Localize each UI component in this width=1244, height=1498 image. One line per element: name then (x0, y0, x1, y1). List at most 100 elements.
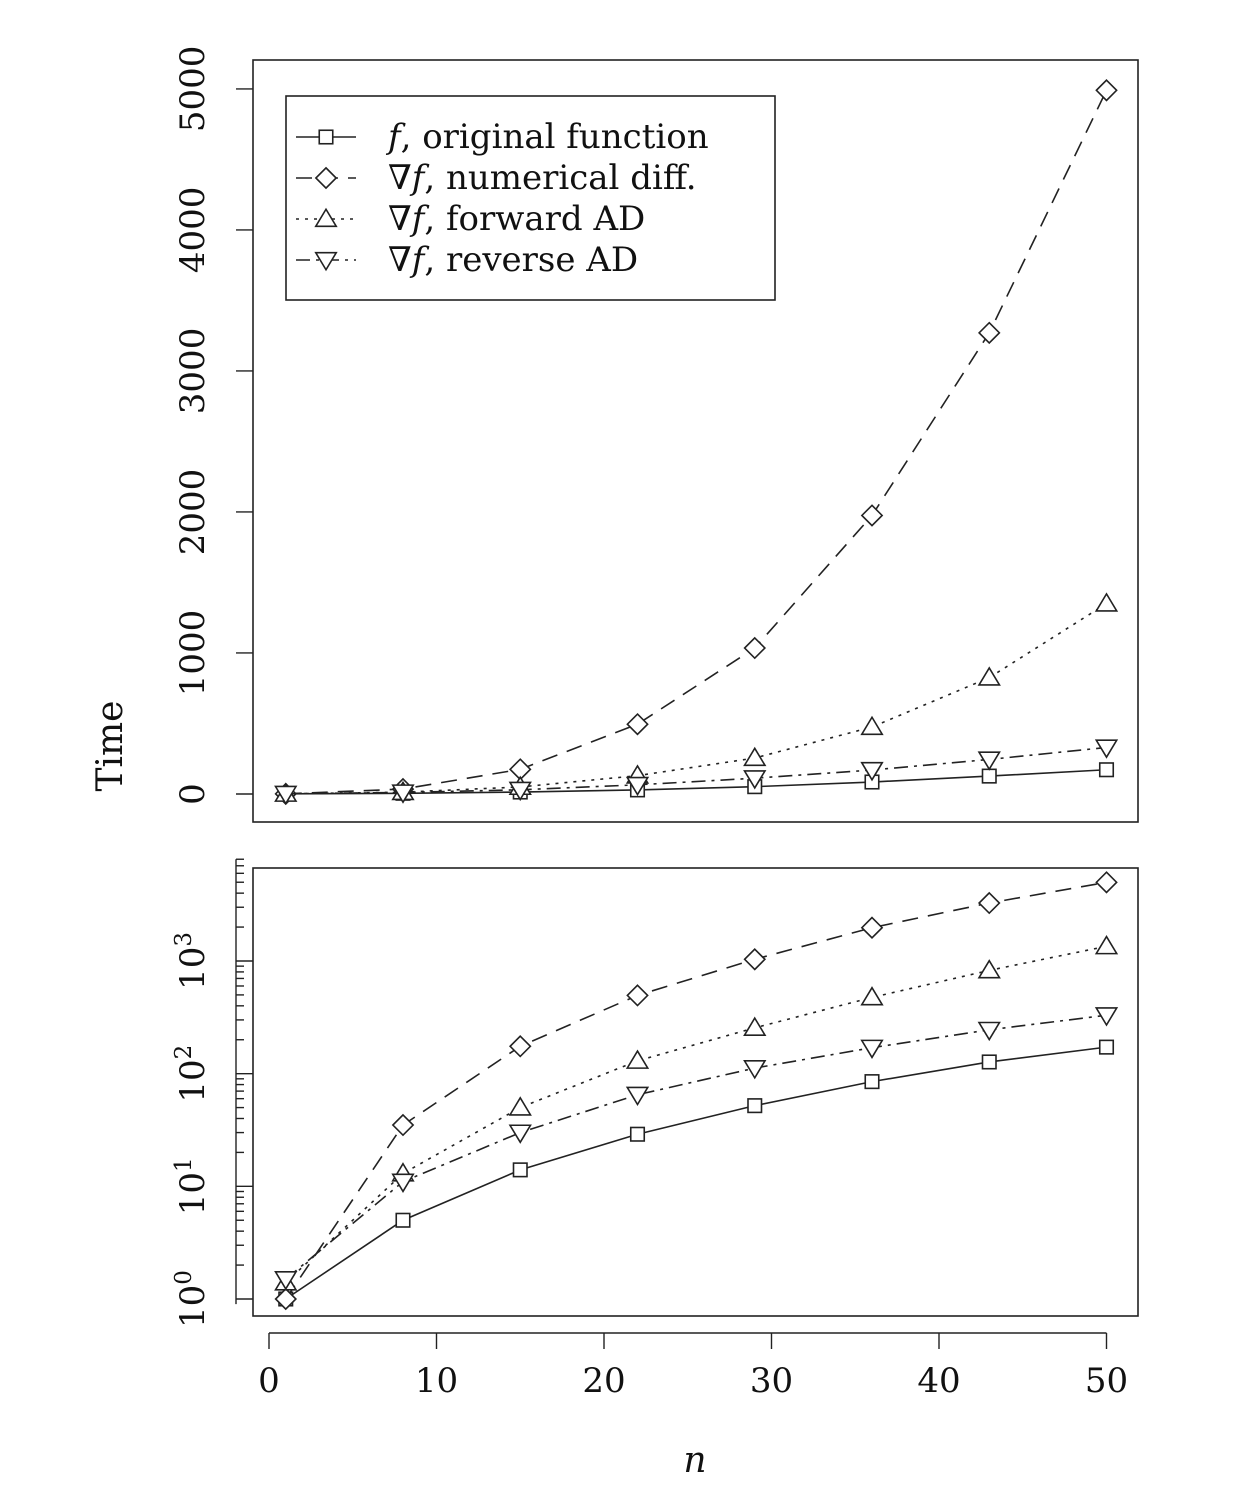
log-data-point (977, 959, 1001, 979)
log-panel: 100 101 102 103 0 10 20 30 40 50 (171, 858, 1139, 1401)
log-series-line (285, 945, 1107, 1284)
linear-plot-frame (252, 59, 1139, 823)
linear-data-point (860, 504, 884, 527)
linear-series-line (285, 746, 1107, 795)
log-series-1 (274, 871, 1118, 1311)
linear-panel: 0 1000 2000 3000 4000 5000 f, original functi… (173, 46, 1139, 823)
log-y-tick-label: 102 (171, 1045, 213, 1103)
log-data-point (1098, 1039, 1115, 1055)
linear-series (274, 79, 1119, 806)
linear-data-point (977, 321, 1001, 345)
linear-y-tick-label: 1000 (173, 610, 213, 697)
legend-entry: ∇f, numerical diff. (296, 158, 697, 198)
linear-data-point (508, 781, 532, 802)
linear-data-point (977, 751, 1001, 771)
linear-data-point (1098, 762, 1115, 778)
log-data-point (508, 1124, 532, 1144)
linear-y-tick-label: 4000 (173, 187, 213, 274)
x-tick-label: 20 (582, 1361, 625, 1401)
log-series (274, 871, 1119, 1311)
log-data-point (864, 1074, 880, 1090)
linear-series-line (285, 602, 1107, 795)
linear-data-point (1094, 739, 1119, 759)
legend-box (285, 95, 776, 301)
legend-label: f, original function (385, 117, 709, 157)
log-y-tick-label: 103 (171, 932, 213, 990)
linear-data-point (274, 785, 298, 806)
legend-marker (314, 166, 338, 190)
log-plot-frame (252, 867, 1139, 1317)
log-data-point (626, 984, 649, 1007)
legend-marker (318, 129, 334, 145)
log-data-point (625, 1049, 650, 1069)
log-data-point (508, 1096, 532, 1116)
log-data-point (512, 1162, 528, 1178)
log-data-point (860, 986, 884, 1006)
log-data-point (274, 1287, 298, 1311)
legend: f, original function∇f, numerical diff.∇… (285, 95, 776, 301)
log-data-point (629, 1126, 646, 1142)
linear-data-point (1094, 592, 1119, 612)
linear-data-point (977, 666, 1001, 686)
log-series-2 (274, 935, 1119, 1291)
linear-data-point (981, 768, 997, 784)
linear-data-point (860, 715, 884, 736)
x-tick-label: 50 (1085, 1361, 1128, 1401)
log-data-point (743, 1060, 767, 1080)
log-series-line (285, 1046, 1107, 1300)
linear-data-point (625, 776, 650, 797)
log-data-point (860, 1039, 884, 1060)
log-data-point (508, 1035, 532, 1058)
log-data-point (1094, 935, 1119, 955)
linear-data-point (860, 761, 884, 782)
x-axis-title: n (683, 1440, 706, 1481)
x-tick-label: 30 (750, 1361, 793, 1401)
linear-data-point (743, 746, 767, 767)
log-data-point (977, 891, 1001, 915)
log-data-point (395, 1212, 411, 1228)
log-data-point (977, 1021, 1001, 1042)
log-data-point (274, 1271, 298, 1291)
linear-y-tick-label: 2000 (173, 469, 213, 556)
legend-marker (314, 207, 338, 228)
legend-entry: ∇f, reverse AD (296, 240, 638, 280)
log-y-axis: 100 101 102 103 (171, 858, 253, 1328)
log-data-point (860, 916, 884, 939)
linear-data-point (391, 784, 415, 804)
log-data-point (1095, 871, 1118, 894)
log-series-3 (274, 1007, 1119, 1291)
legend-marker (314, 251, 338, 272)
log-data-point (981, 1054, 997, 1070)
legend-label: ∇f, forward AD (388, 199, 645, 239)
log-series-line (285, 881, 1107, 1300)
linear-data-point (626, 712, 649, 736)
linear-data-point (743, 770, 767, 790)
log-y-tick-label: 100 (171, 1270, 213, 1328)
y-axis-title: Time (90, 701, 131, 792)
log-data-point (1094, 1007, 1119, 1027)
x-axis: 0 10 20 30 40 50 (258, 1332, 1128, 1401)
x-tick-label: 0 (258, 1361, 280, 1401)
legend-label: ∇f, numerical diff. (388, 158, 697, 198)
x-tick-label: 40 (917, 1361, 960, 1401)
x-tick-label: 10 (415, 1361, 458, 1401)
linear-data-point (1095, 79, 1118, 102)
linear-series-3 (274, 739, 1119, 806)
linear-y-tick-label: 5000 (173, 46, 213, 133)
log-data-point (743, 1016, 767, 1036)
legend-label: ∇f, reverse AD (388, 240, 638, 280)
linear-series-line (285, 89, 1108, 795)
log-series-0 (278, 1039, 1115, 1307)
log-data-point (747, 1098, 763, 1114)
legend-entry: f, original function (296, 117, 709, 157)
log-data-point (391, 1113, 415, 1137)
legend-entry: ∇f, forward AD (296, 199, 645, 239)
log-data-point (625, 1086, 650, 1107)
linear-series-line (285, 768, 1107, 795)
linear-y-tick-label: 0 (173, 783, 213, 805)
linear-y-axis: 0 1000 2000 3000 4000 5000 (173, 46, 253, 805)
log-data-point (391, 1173, 415, 1193)
linear-data-point (743, 636, 767, 660)
linear-y-tick-label: 3000 (173, 328, 213, 415)
